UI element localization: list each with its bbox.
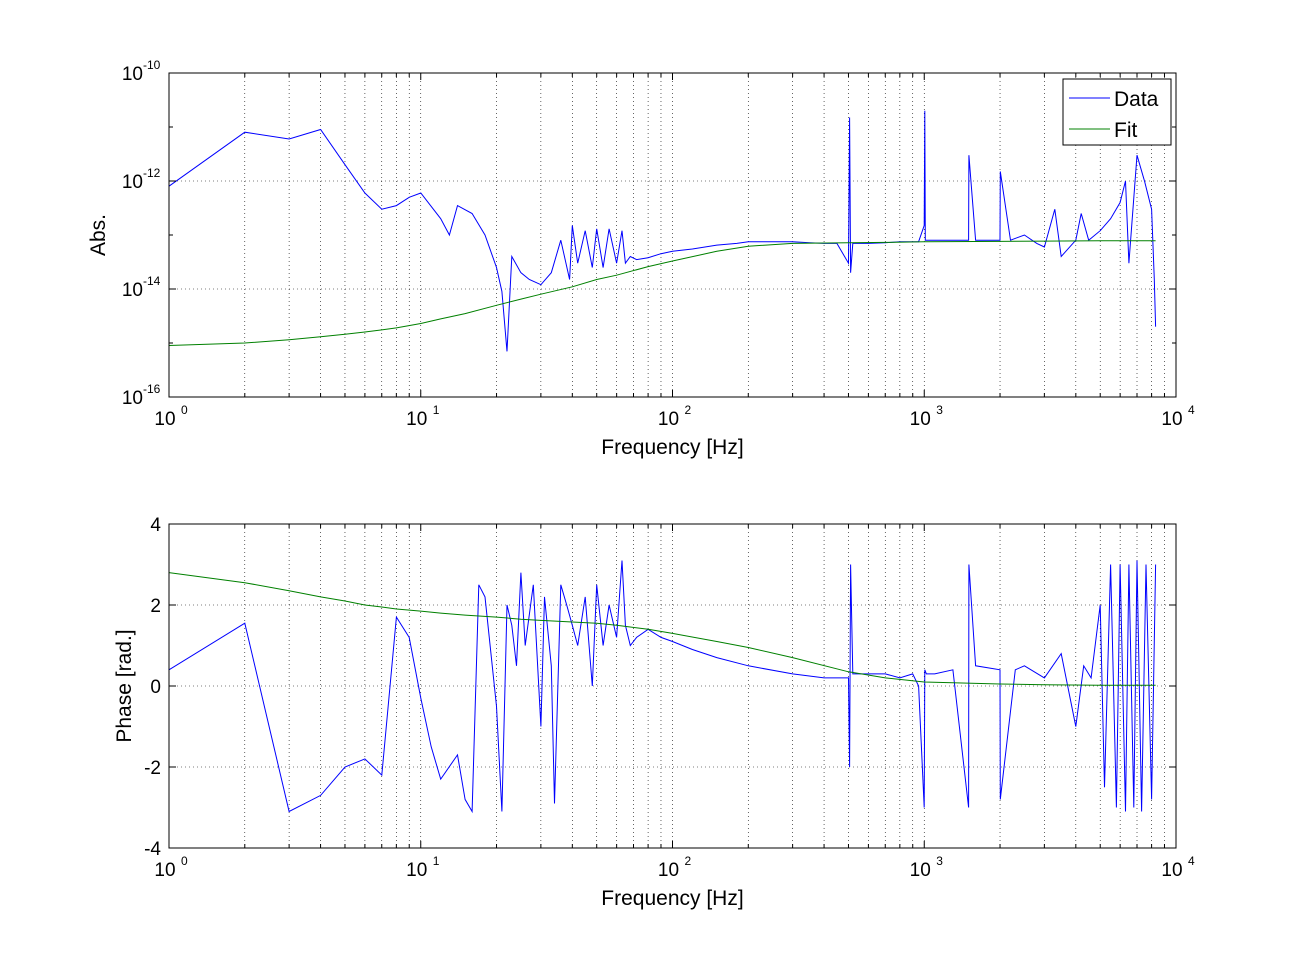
x-tick-label: 10 bbox=[658, 860, 679, 881]
legend-box bbox=[1062, 78, 1172, 146]
x-tick-label-exponent: 0 bbox=[181, 403, 188, 417]
y-tick-label: -4 bbox=[144, 839, 161, 860]
magnitude-series-group bbox=[168, 110, 1157, 352]
x-tick-label-exponent: 2 bbox=[685, 854, 692, 868]
legend: Data Fit bbox=[1062, 78, 1172, 146]
y-tick-label: 10 bbox=[122, 64, 143, 85]
series-line-fit bbox=[168, 572, 1156, 686]
phase-series-group bbox=[168, 560, 1157, 814]
series-line-data bbox=[168, 110, 1157, 352]
y-tick-label: 10 bbox=[122, 388, 143, 409]
x-tick-label-exponent: 1 bbox=[433, 403, 440, 417]
magnitude-x-axis-label: Frequency [Hz] bbox=[601, 436, 743, 459]
x-tick-label: 10 bbox=[154, 409, 175, 430]
magnitude-y-axis-label: Abs. bbox=[87, 214, 110, 256]
phase-x-axis-label: Frequency [Hz] bbox=[601, 887, 743, 910]
y-tick-label: 10 bbox=[122, 172, 143, 193]
x-tick-label-exponent: 4 bbox=[1188, 403, 1195, 417]
y-tick-label-exponent: -16 bbox=[143, 382, 161, 396]
series-line-data bbox=[168, 560, 1157, 814]
x-tick-label-exponent: 1 bbox=[433, 854, 440, 868]
x-tick-label: 10 bbox=[658, 409, 679, 430]
y-tick-label-exponent: -10 bbox=[143, 58, 161, 72]
x-tick-label: 10 bbox=[910, 409, 931, 430]
legend-label-data: Data bbox=[1114, 88, 1159, 111]
y-tick-label: 0 bbox=[150, 677, 161, 698]
phase-plot: 10 0 10 1 10 2 10 3 10 4 4 2 0 -2 -4 Frequency [Hz] Ph… bbox=[113, 515, 1195, 910]
x-tick-label: 10 bbox=[1161, 860, 1182, 881]
x-tick-label-exponent: 0 bbox=[181, 854, 188, 868]
y-tick-label: -2 bbox=[144, 758, 161, 779]
series-line-fit bbox=[168, 240, 1156, 346]
x-tick-label: 10 bbox=[910, 860, 931, 881]
y-tick-label-exponent: -14 bbox=[143, 274, 161, 288]
x-tick-label-exponent: 4 bbox=[1188, 854, 1195, 868]
y-tick-label: 10 bbox=[122, 280, 143, 301]
y-tick-label: 4 bbox=[150, 515, 161, 536]
x-tick-label: 10 bbox=[154, 860, 175, 881]
x-tick-label: 10 bbox=[406, 860, 427, 881]
phase-y-axis-label: Phase [rad.] bbox=[113, 629, 136, 742]
phase-axes-background bbox=[169, 524, 1176, 848]
x-tick-label-exponent: 2 bbox=[685, 403, 692, 417]
y-tick-label: 2 bbox=[150, 596, 161, 617]
y-tick-label-exponent: -12 bbox=[143, 166, 161, 180]
x-tick-label: 10 bbox=[1161, 409, 1182, 430]
magnitude-axes-background bbox=[169, 73, 1176, 397]
phase-ticks: 10 0 10 1 10 2 10 3 10 4 4 2 0 -2 -4 bbox=[144, 515, 1195, 881]
x-tick-label-exponent: 3 bbox=[936, 854, 943, 868]
x-tick-label: 10 bbox=[406, 409, 427, 430]
x-tick-label-exponent: 3 bbox=[936, 403, 943, 417]
legend-label-fit: Fit bbox=[1114, 119, 1137, 142]
